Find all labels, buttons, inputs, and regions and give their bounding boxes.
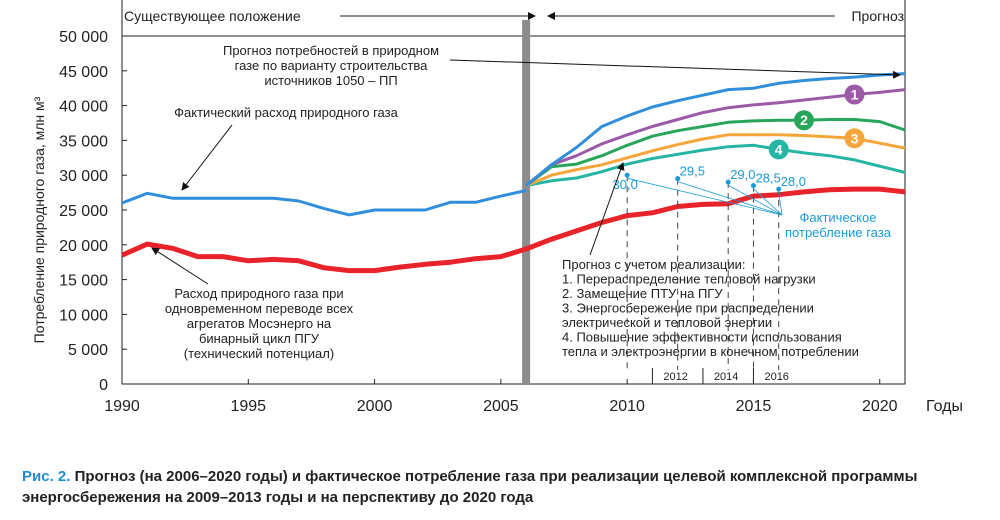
scenario-marker-1	[844, 84, 865, 105]
x-tick-label: 1990	[104, 398, 140, 415]
actual-leader-line	[778, 192, 783, 216]
scenario-marker-2	[793, 110, 814, 131]
series-line-potential	[120, 186, 906, 274]
y-tick-label: 20 000	[59, 238, 108, 255]
gas-consumption-chart: Существующее положение Прогноз 0 5 000 10 00…	[31, 0, 963, 415]
potential-annotation: Расход природного газа при одновременном …	[165, 286, 354, 361]
scenario-marker-label: 3	[851, 130, 859, 146]
forecast-divider-bar	[522, 20, 531, 384]
forecast-1050-arrow	[449, 59, 901, 79]
historical-annotation: Фактический расход природного газа	[174, 105, 398, 120]
historical-arrow	[181, 124, 233, 191]
actual-point	[750, 183, 756, 189]
y-tick-label: 25 000	[59, 203, 108, 220]
y-tick-label: 40 000	[59, 99, 108, 116]
caption-text: Прогноз (на 2006–2020 годы) и фактическо…	[22, 468, 918, 506]
y-tick-label: 5 000	[68, 342, 108, 359]
scenario-marker-4	[768, 139, 789, 160]
actual-point-label: 30,0	[613, 177, 638, 192]
x-tick-label: 2015	[736, 398, 772, 415]
x-axis-label: Годы	[926, 398, 963, 415]
x-tick-label: 2005	[483, 398, 519, 415]
scenarios-arrow	[589, 162, 625, 256]
extra-year-label: 2016	[764, 371, 788, 383]
actual-point-label: 29,0	[730, 167, 755, 182]
scenario-marker-label: 2	[800, 112, 808, 128]
scenarios-annotation: Прогноз с учетом реализации: 1. Перераспр…	[562, 257, 859, 359]
series-line-historical	[121, 189, 527, 217]
scenario-marker-3	[844, 128, 865, 149]
series-line-scenario-1	[525, 88, 906, 187]
actual-point	[776, 186, 782, 192]
actual-consumption-annotation: Фактическое потребление газа	[785, 210, 892, 240]
potential-arrow	[151, 247, 209, 285]
actual-point	[675, 176, 681, 182]
actual-leader-line	[753, 188, 783, 216]
actual-point-label: 28,0	[781, 174, 806, 189]
caption-prefix: Рис. 2.	[22, 468, 71, 485]
actual-point-label: 28,5	[755, 171, 780, 186]
actual-point	[725, 179, 731, 185]
x-tick-label: 2010	[609, 398, 645, 415]
y-tick-label: 35 000	[59, 133, 108, 150]
scenario-marker-label: 1	[851, 86, 859, 102]
series-line-scenario-2	[525, 118, 906, 187]
y-tick-label: 10 000	[59, 307, 108, 324]
y-tick-label: 50 000	[59, 29, 108, 46]
series-line-scenario-4	[525, 143, 906, 188]
actual-point	[624, 172, 630, 178]
y-tick-label: 45 000	[59, 64, 108, 81]
series-line-scenario-3	[525, 133, 906, 187]
header-left-label: Существующее положение	[124, 8, 301, 24]
scenario-marker-label: 4	[775, 141, 783, 157]
series-line-forecast-1050	[525, 72, 906, 187]
actual-leader-line	[727, 184, 783, 216]
x-tick-label: 1995	[230, 398, 266, 415]
y-tick-label: 15 000	[59, 273, 108, 290]
actual-point-label: 29,5	[680, 164, 705, 179]
x-tick-label: 2000	[357, 398, 393, 415]
figure-caption: Рис. 2. Прогноз (на 2006–2020 годы) и фа…	[22, 466, 982, 508]
y-tick-label: 30 000	[59, 168, 108, 185]
actual-leader-line	[677, 181, 783, 216]
extra-year-label: 2014	[714, 371, 738, 383]
y-axis-label: Потребление природного газа, млн м³	[31, 96, 47, 343]
actual-leader-line	[627, 177, 783, 216]
extra-year-label: 2012	[663, 371, 687, 383]
header-right-label: Прогноз	[851, 8, 904, 24]
x-tick-label: 2020	[862, 398, 898, 415]
y-tick-label: 0	[99, 377, 108, 394]
forecast-1050-annotation: Прогноз потребностей в природном газе по …	[223, 43, 439, 88]
